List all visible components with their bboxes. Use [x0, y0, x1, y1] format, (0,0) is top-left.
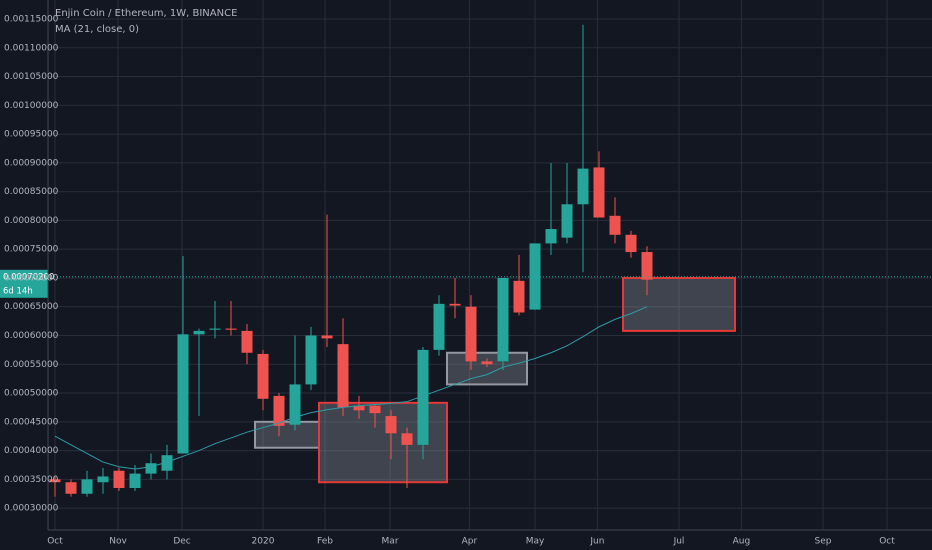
candle-body [289, 384, 301, 425]
candle-body [273, 395, 285, 426]
candle-body [641, 252, 653, 280]
candle-body [97, 476, 109, 483]
zone [446, 351, 528, 386]
candle-body [129, 473, 141, 488]
candle-body [593, 167, 605, 218]
candle-body [497, 277, 509, 362]
x-tick-label: Jul [673, 537, 685, 547]
y-tick-label: 0.00080000 [4, 216, 59, 226]
y-tick-label: 0.00030000 [4, 504, 59, 514]
y-tick-label: 0.00105000 [4, 72, 59, 82]
candle-body [577, 168, 589, 205]
y-tick-label: 0.00095000 [4, 130, 59, 140]
y-tick-label: 0.00040000 [4, 446, 59, 456]
ma-legend: MA (21, close, 0) [55, 24, 139, 35]
candle-body [513, 280, 525, 313]
candle-body [321, 335, 333, 339]
candle-body [257, 353, 269, 399]
candle-body [561, 204, 573, 238]
y-tick-label: 0.00115000 [4, 14, 59, 24]
candle-body [241, 330, 253, 353]
candle-body [353, 405, 365, 411]
y-tick-label: 0.00060000 [4, 331, 59, 341]
y-tick-label: 0.00050000 [4, 389, 59, 399]
zone [254, 420, 320, 449]
candle-body [417, 349, 429, 445]
x-tick-label: Apr [462, 537, 478, 547]
last-price-tag [0, 269, 48, 298]
y-tick-label: 0.00035000 [4, 475, 59, 485]
y-tick-label: 0.00090000 [4, 158, 59, 168]
candle-body [401, 433, 413, 445]
y-tick-label: 0.00075000 [4, 245, 59, 255]
candle-body [177, 334, 189, 454]
y-tick-label: 0.00045000 [4, 417, 59, 427]
candle-body [433, 303, 445, 350]
x-tick-label: Aug [733, 537, 751, 547]
countdown-label: 6d 14h [3, 286, 33, 296]
y-tick-label: 0.00055000 [4, 360, 59, 370]
candle-body [113, 470, 125, 488]
candle-body [625, 234, 637, 253]
x-tick-label: Feb [317, 537, 333, 547]
x-tick-label: Oct [47, 537, 63, 547]
x-tick-label: Oct [879, 537, 895, 547]
candle-body [481, 361, 493, 365]
x-tick-label: Jun [589, 537, 604, 547]
candle-body [161, 455, 173, 471]
candle-body [545, 229, 557, 244]
candle-body [449, 303, 461, 306]
zone [622, 276, 736, 332]
x-tick-label: Nov [109, 537, 127, 547]
y-tick-label: 0.00070000 [4, 273, 59, 283]
y-tick-label: 0.00110000 [4, 43, 59, 53]
candle-body [609, 215, 621, 235]
x-tick-label: Sep [815, 537, 832, 547]
overlay: 0.00070200 6d 14h [0, 269, 932, 470]
candle-body [369, 405, 381, 414]
x-tick-label: Mar [382, 537, 399, 547]
candle-body [193, 330, 205, 335]
y-tick-label: 0.00065000 [4, 302, 59, 312]
candle-body [65, 482, 77, 494]
candle-body [337, 344, 349, 408]
candle-body [49, 479, 61, 483]
candle-body [81, 479, 93, 494]
ma-line [54, 306, 648, 470]
chart-title: Enjin Coin / Ethereum, 1W, BINANCE [55, 8, 237, 19]
candles [49, 24, 653, 497]
candle-body [209, 328, 221, 330]
x-tick-label: Dec [173, 537, 190, 547]
candle-body [225, 328, 237, 330]
candle-body [385, 416, 397, 434]
y-tick-label: 0.00085000 [4, 187, 59, 197]
candle-body [145, 463, 157, 474]
y-tick-label: 0.00100000 [4, 101, 59, 111]
last-price-label: 0.00070200 [3, 272, 54, 282]
candle-body [305, 335, 317, 385]
candle-body [465, 306, 477, 362]
x-tick-label: 2020 [252, 537, 275, 547]
x-tick-label: May [526, 537, 545, 547]
grid [48, 0, 932, 530]
